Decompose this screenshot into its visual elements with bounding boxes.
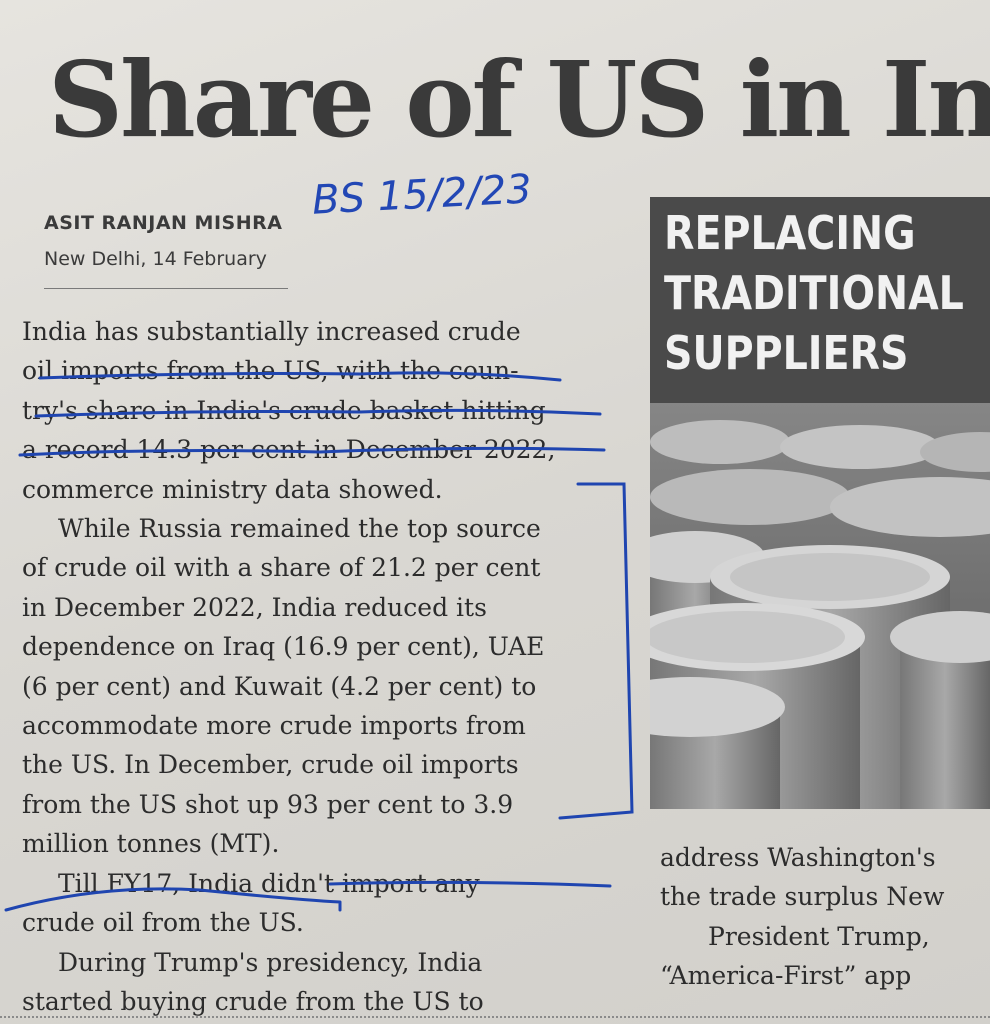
headline: Share of US in In [48, 40, 990, 160]
article-line: commerce ministry data showed. [22, 474, 443, 504]
article-line: dependence on Iraq (16.9 per cent), UAE [22, 632, 545, 662]
sidebar-label-line: TRADITIONAL [664, 266, 964, 320]
article-line: of crude oil with a share of 21.2 per ce… [22, 553, 541, 583]
sidebar-label-box: REPLACING TRADITIONAL SUPPLIERS [650, 197, 990, 403]
article-line: India has substantially increased crude [22, 317, 521, 346]
article-line: from the US shot up 93 per cent to 3.9 [22, 789, 514, 819]
handwritten-annotation: BS 15/2/23 [310, 166, 533, 224]
article-line: try's share in India's crude basket hitt… [22, 395, 546, 425]
author-byline: ASIT RANJAN MISHRA [44, 212, 283, 234]
article-line: Till FY17, India didn't import any [58, 868, 480, 898]
article-line: While Russia remained the top source [58, 514, 541, 544]
article-line: million tonnes (MT). [22, 829, 280, 859]
article-body: India has substantially increased crude … [22, 312, 610, 1021]
right-column-text: address Washington's the trade surplus N… [660, 838, 990, 996]
article-line: the US. In December, crude oil imports [22, 750, 519, 780]
sidebar-label-line: SUPPLIERS [664, 326, 909, 380]
article-line: started buying crude from the US to [22, 986, 484, 1016]
byline-divider [44, 288, 288, 289]
page-footer-rule [0, 1016, 990, 1018]
article-line: accommodate more crude imports from [22, 711, 526, 741]
article-line: a record 14.3 per cent in December 2022, [22, 435, 556, 465]
sidebar-label-line: REPLACING [664, 206, 916, 260]
article-line: oil imports from the US, with the coun- [22, 356, 519, 386]
oil-barrels-photo: REPLACING TRADITIONAL SUPPLIERS [650, 197, 990, 809]
right-column-line: President Trump, [708, 921, 930, 951]
article-line: (6 per cent) and Kuwait (4.2 per cent) t… [22, 671, 537, 701]
dateline: New Delhi, 14 February [44, 248, 267, 270]
article-line: in December 2022, India reduced its [22, 592, 487, 622]
right-column-line: “America-First” app [660, 961, 912, 991]
right-column-line: the trade surplus New [660, 882, 945, 912]
right-column-line: address Washington's [660, 843, 936, 872]
article-line: crude oil from the US. [22, 908, 304, 938]
article-line: During Trump's presidency, India [58, 947, 483, 977]
